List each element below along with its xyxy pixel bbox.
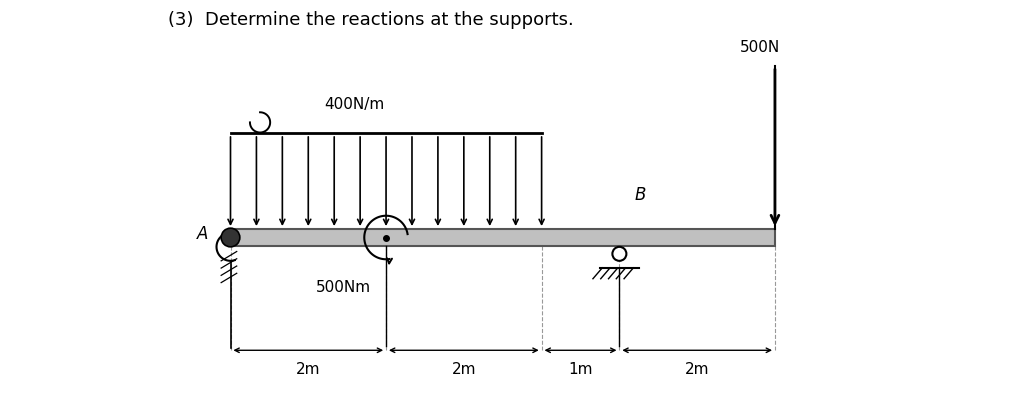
Text: 500Nm: 500Nm	[317, 280, 372, 295]
Circle shape	[222, 228, 240, 247]
Bar	[231, 229, 775, 246]
Text: 2m: 2m	[451, 362, 476, 377]
Text: 400N/m: 400N/m	[324, 96, 384, 111]
Text: 2m: 2m	[685, 362, 710, 377]
Text: 1m: 1m	[569, 362, 593, 377]
Text: 500N: 500N	[740, 40, 780, 55]
Text: B: B	[635, 186, 646, 204]
Text: (3)  Determine the reactions at the supports.: (3) Determine the reactions at the suppo…	[168, 11, 574, 29]
Text: 2m: 2m	[296, 362, 321, 377]
Circle shape	[613, 247, 627, 261]
Text: A: A	[197, 226, 208, 243]
